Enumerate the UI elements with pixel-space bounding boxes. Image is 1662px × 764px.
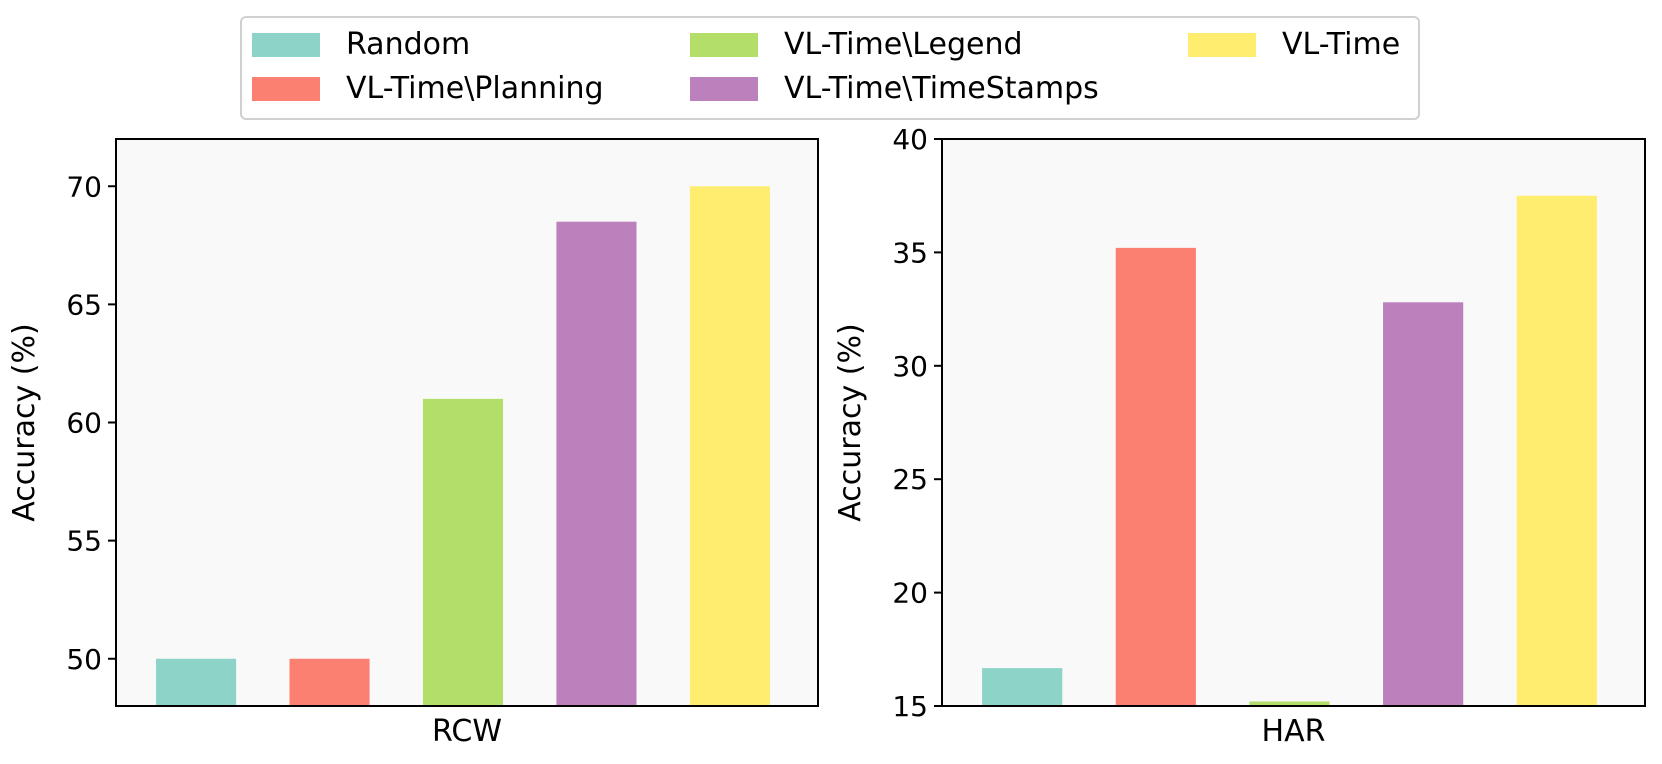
legend-swatch-random bbox=[252, 33, 320, 57]
legend-entry-random: Random bbox=[252, 30, 470, 60]
har-bar-5 bbox=[1516, 195, 1597, 706]
legend-swatch-planning bbox=[252, 77, 320, 101]
har-axes-frame bbox=[941, 138, 1646, 707]
har-bar-1 bbox=[982, 668, 1063, 706]
har-bar-3 bbox=[1249, 701, 1330, 706]
legend-label-timestamps: VL-Time\TimeStamps bbox=[784, 71, 1099, 106]
har-ytick-label: 20 bbox=[892, 577, 928, 610]
legend-label-random: Random bbox=[346, 27, 471, 62]
rcw-bar-5 bbox=[689, 186, 770, 706]
legend-entry-legend: VL-Time\Legend bbox=[690, 30, 1023, 60]
rcw-ytick-label: 50 bbox=[66, 643, 102, 676]
rcw-ytick-label: 70 bbox=[66, 170, 102, 203]
rcw-bar-4 bbox=[556, 221, 637, 706]
har-xlabel: HAR bbox=[1262, 714, 1326, 749]
rcw-ylabel: Accuracy (%) bbox=[7, 323, 42, 521]
legend-label-vl-time: VL-Time bbox=[1282, 27, 1401, 62]
rcw-ytick-label: 65 bbox=[66, 288, 102, 321]
legend-swatch-timestamps bbox=[690, 77, 758, 101]
legend-label-planning: VL-Time\Planning bbox=[346, 71, 604, 106]
legend: Random VL-Time\Planning VL-Time\Legend V… bbox=[240, 16, 1420, 120]
rcw-bar-1 bbox=[156, 658, 237, 706]
har-ytick-label: 30 bbox=[892, 350, 928, 383]
har-ytick-label: 25 bbox=[892, 463, 928, 496]
legend-label-legend: VL-Time\Legend bbox=[784, 27, 1023, 62]
rcw-bar-3 bbox=[422, 398, 504, 706]
har-ytick-label: 15 bbox=[892, 690, 928, 723]
har-ylabel: Accuracy (%) bbox=[833, 323, 868, 521]
har-ytick-label: 35 bbox=[892, 236, 928, 269]
rcw-ytick-label: 60 bbox=[66, 407, 102, 440]
har-bar-2 bbox=[1115, 247, 1196, 706]
rcw-ytick-label: 55 bbox=[66, 525, 102, 558]
har-bar-4 bbox=[1383, 302, 1464, 706]
legend-entry-vl-time: VL-Time bbox=[1188, 30, 1400, 60]
rcw-bar-2 bbox=[289, 658, 370, 706]
har-ytick-label: 40 bbox=[892, 123, 928, 156]
legend-swatch-legend bbox=[690, 33, 758, 57]
legend-entry-planning: VL-Time\Planning bbox=[252, 74, 604, 104]
rcw-xlabel: RCW bbox=[432, 714, 502, 749]
legend-swatch-vl-time bbox=[1188, 33, 1256, 57]
legend-entry-timestamps: VL-Time\TimeStamps bbox=[690, 74, 1099, 104]
